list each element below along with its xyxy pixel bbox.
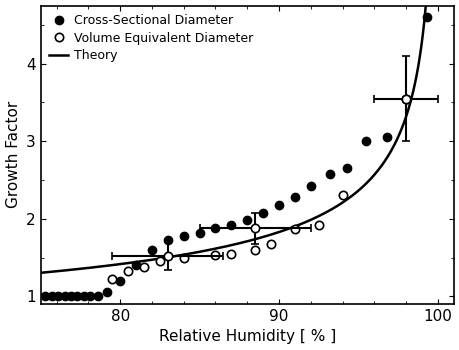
X-axis label: Relative Humidity [ % ]: Relative Humidity [ % ] (158, 329, 335, 344)
Legend: Cross-Sectional Diameter, Volume Equivalent Diameter, Theory: Cross-Sectional Diameter, Volume Equival… (47, 12, 256, 64)
Y-axis label: Growth Factor: Growth Factor (6, 101, 21, 208)
